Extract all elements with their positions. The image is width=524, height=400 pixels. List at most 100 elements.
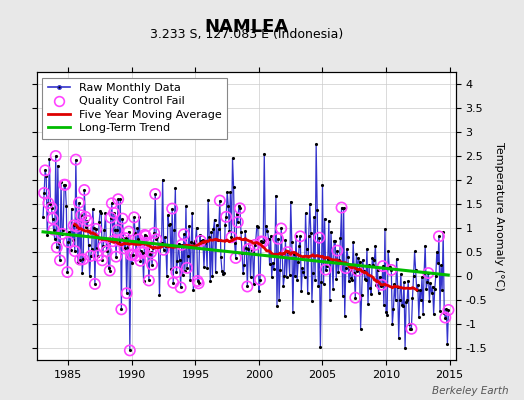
Point	[71, 248, 79, 254]
Point	[137, 248, 146, 254]
Point	[194, 280, 203, 286]
Point	[236, 205, 244, 212]
Point	[424, 270, 432, 276]
Legend: Raw Monthly Data, Quality Control Fail, Five Year Moving Average, Long-Term Tren: Raw Monthly Data, Quality Control Fail, …	[42, 78, 227, 139]
Point	[77, 212, 85, 218]
Point	[168, 205, 177, 212]
Point	[322, 266, 330, 273]
Point	[73, 224, 81, 230]
Point	[51, 153, 60, 159]
Point	[150, 230, 158, 236]
Point	[114, 196, 123, 202]
Point	[129, 252, 137, 258]
Point	[108, 238, 117, 244]
Point	[86, 253, 95, 259]
Point	[79, 256, 88, 262]
Point	[351, 294, 359, 301]
Text: NAMLEA: NAMLEA	[204, 18, 288, 36]
Point	[64, 239, 73, 245]
Point	[148, 262, 156, 268]
Point	[105, 267, 114, 274]
Point	[94, 252, 102, 259]
Point	[91, 281, 99, 287]
Point	[113, 227, 122, 233]
Point	[40, 190, 48, 196]
Point	[41, 167, 49, 174]
Point	[259, 238, 267, 245]
Point	[102, 248, 111, 254]
Point	[379, 263, 387, 269]
Point	[444, 307, 453, 313]
Point	[152, 236, 160, 242]
Point	[378, 282, 386, 288]
Point	[283, 249, 292, 255]
Point	[92, 226, 100, 232]
Point	[61, 182, 70, 188]
Point	[44, 200, 52, 206]
Point	[140, 232, 149, 238]
Point	[141, 233, 150, 239]
Point	[143, 240, 151, 246]
Point	[110, 210, 118, 216]
Point	[172, 269, 181, 276]
Point	[127, 252, 135, 258]
Point	[215, 198, 224, 204]
Point	[70, 222, 78, 228]
Point	[227, 234, 236, 240]
Point	[149, 245, 157, 251]
Point	[244, 246, 253, 252]
Point	[138, 250, 147, 256]
Point	[178, 242, 186, 248]
Point	[183, 265, 191, 271]
Point	[48, 215, 57, 222]
Point	[80, 187, 89, 193]
Point	[234, 219, 242, 225]
Point	[134, 236, 143, 243]
Point	[121, 245, 129, 252]
Point	[222, 214, 231, 220]
Point	[72, 156, 80, 163]
Point	[277, 225, 286, 232]
Point	[117, 306, 126, 312]
Point	[342, 265, 350, 271]
Point	[180, 231, 188, 238]
Point	[136, 258, 145, 264]
Point	[47, 204, 56, 211]
Point	[441, 314, 450, 321]
Point	[76, 256, 84, 263]
Point	[115, 238, 124, 244]
Point	[130, 214, 138, 220]
Point	[353, 268, 362, 274]
Point	[196, 238, 205, 244]
Point	[99, 243, 107, 250]
Point	[169, 280, 178, 286]
Point	[407, 326, 416, 332]
Point	[63, 269, 72, 275]
Point	[123, 290, 131, 296]
Point	[58, 231, 66, 237]
Point	[193, 278, 202, 284]
Text: 3.233 S, 127.083 E (Indonesia): 3.233 S, 127.083 E (Indonesia)	[150, 28, 343, 41]
Point	[75, 200, 83, 206]
Point	[257, 238, 265, 245]
Point	[151, 191, 159, 197]
Point	[315, 234, 323, 241]
Point	[52, 244, 61, 251]
Point	[56, 257, 64, 264]
Point	[98, 257, 106, 264]
Point	[274, 236, 282, 242]
Point	[122, 235, 130, 242]
Point	[49, 226, 58, 233]
Point	[106, 214, 115, 221]
Point	[296, 233, 304, 240]
Point	[177, 284, 185, 291]
Point	[145, 277, 153, 284]
Point	[81, 214, 90, 220]
Point	[60, 182, 69, 188]
Point	[132, 252, 140, 259]
Point	[243, 283, 252, 290]
Point	[124, 244, 132, 250]
Point	[126, 347, 134, 354]
Point	[337, 204, 346, 211]
Point	[232, 255, 240, 261]
